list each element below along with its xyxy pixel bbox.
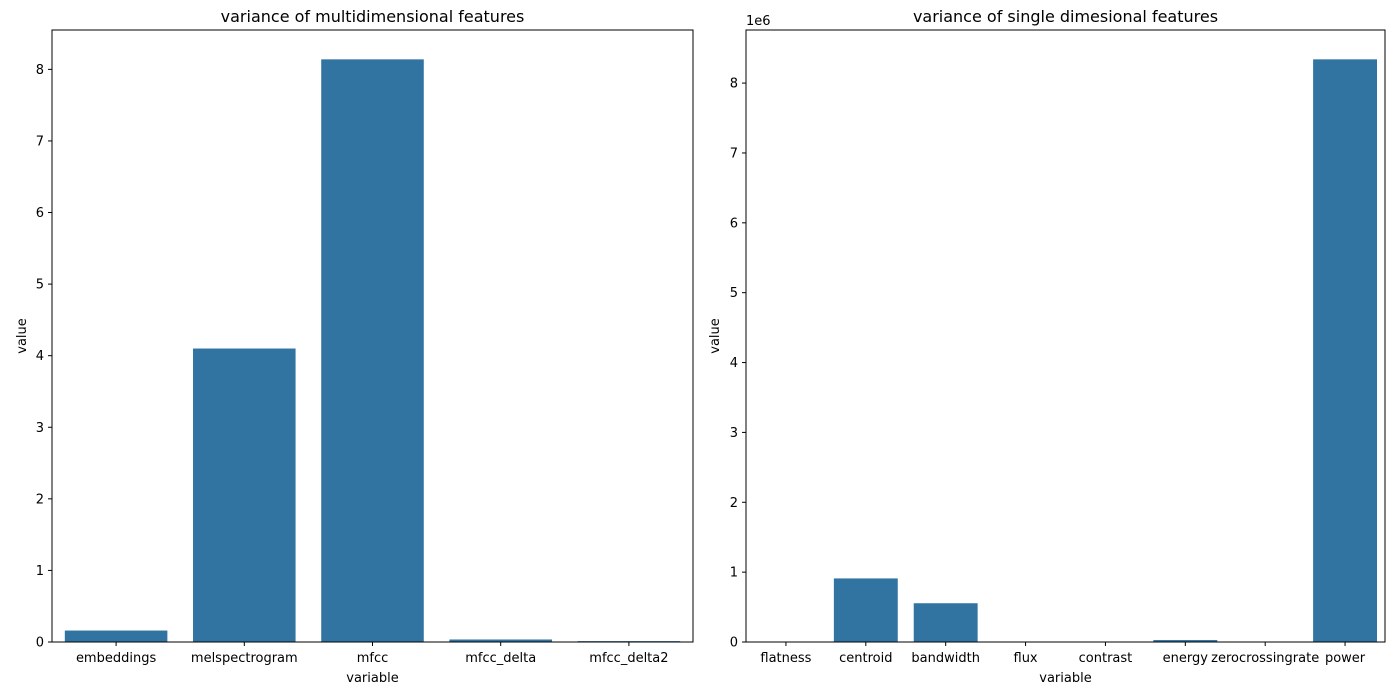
x-tick-label-contrast: contrast <box>1079 651 1133 666</box>
bar-mfcc <box>321 59 424 643</box>
chart-title: variance of single dimesional features <box>913 7 1218 26</box>
bar-mfcc_delta <box>449 639 552 642</box>
x-tick-label-embeddings: embeddings <box>76 651 157 666</box>
y-tick-label: 6 <box>730 216 738 231</box>
y-tick-label: 2 <box>36 492 44 507</box>
bar-embeddings <box>64 630 168 642</box>
y-offset-label: 1e6 <box>746 14 771 29</box>
y-tick-label: 7 <box>730 146 738 161</box>
x-ticks: flatness centroid bandwidth flux contrast ene… <box>760 642 1366 666</box>
x-tick-label-mfcc_delta: mfcc_delta <box>465 651 536 666</box>
single-dimensional-variance-chart: variance of single dimesional features 1… <box>708 7 1386 686</box>
y-ticks: 0 1 2 3 4 5 6 7 8 <box>730 77 746 651</box>
plot-frame <box>745 29 1386 643</box>
chart-title: variance of multidimensional features <box>221 7 525 26</box>
y-tick-label: 0 <box>36 636 44 651</box>
bar-energy <box>1153 640 1218 642</box>
bars <box>64 59 681 643</box>
x-tick-label-melspectrogram: melspectrogram <box>191 651 298 666</box>
y-tick-label: 3 <box>36 421 44 436</box>
bar-bandwidth <box>913 603 978 642</box>
y-tick-label: 8 <box>730 77 738 92</box>
y-tick-label: 7 <box>36 134 44 149</box>
bars <box>833 59 1378 642</box>
x-tick-label-mfcc: mfcc <box>357 651 389 666</box>
bar-centroid <box>833 578 898 642</box>
plot-frame <box>51 29 694 643</box>
y-tick-label: 5 <box>730 286 738 301</box>
y-tick-label: 6 <box>36 206 44 221</box>
y-ticks: 0 1 2 3 4 5 6 7 8 <box>36 63 52 651</box>
x-tick-label-power: power <box>1325 651 1366 666</box>
multidimensional-variance-chart: variance of multidimensional features va… <box>15 7 694 686</box>
bar-melspectrogram <box>193 348 296 642</box>
y-tick-label: 4 <box>730 356 738 371</box>
y-tick-label: 8 <box>36 63 44 78</box>
x-tick-label-flatness: flatness <box>760 651 811 666</box>
x-tick-label-bandwidth: bandwidth <box>911 651 980 666</box>
x-tick-label-mfcc_delta2: mfcc_delta2 <box>589 651 668 666</box>
x-ticks: embeddings melspectrogram mfcc mfcc_delta mf… <box>76 642 669 666</box>
y-tick-label: 0 <box>730 636 738 651</box>
x-axis-label: variable <box>346 671 398 686</box>
y-tick-label: 1 <box>36 564 44 579</box>
y-tick-label: 5 <box>36 278 44 293</box>
x-tick-label-flux: flux <box>1014 651 1038 666</box>
x-tick-label-zerocrossingrate: zerocrossingrate <box>1211 651 1319 666</box>
x-tick-label-centroid: centroid <box>839 651 892 666</box>
y-axis-label: value <box>708 318 723 354</box>
bar-power <box>1313 59 1378 642</box>
y-tick-label: 4 <box>36 349 44 364</box>
x-axis-label: variable <box>1039 671 1091 686</box>
x-tick-label-energy: energy <box>1163 651 1209 666</box>
y-tick-label: 1 <box>730 566 738 581</box>
y-axis-label: value <box>15 318 30 354</box>
y-tick-label: 2 <box>730 496 738 511</box>
y-tick-label: 3 <box>730 426 738 441</box>
